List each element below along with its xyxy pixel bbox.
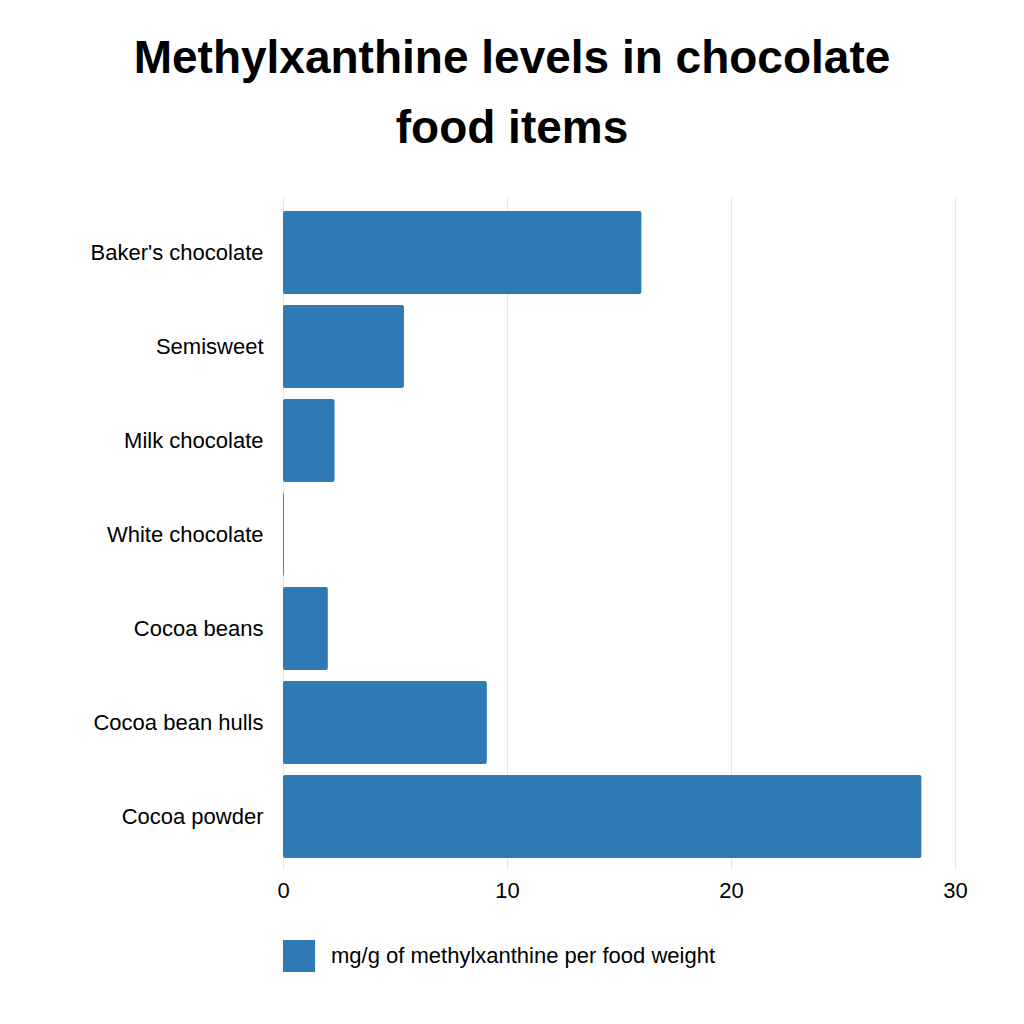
html-text:Methylxanthine levels in choco: Methylxanthine levels in chocolate food … [133,31,891,153]
svg-text:Cocoa powder: Cocoa powder [122,804,264,829]
svg-text:Cocoa beans: Cocoa beans [134,616,264,641]
svg-text:20: 20 [719,878,743,903]
svg-text:30: 30 [943,878,967,903]
html-text:mg/g of methylxanthine per foo: mg/g of methylxanthine per food weight [331,943,715,968]
svg-text:Milk chocolate: Milk chocolate [124,428,263,453]
svg-text:0: 0 [277,878,289,903]
svg-text:Cocoa bean hulls: Cocoa bean hulls [93,710,263,735]
svg-text:White chocolate: White chocolate [107,522,264,547]
svg-text:Semisweet: Semisweet [156,334,264,359]
svg-text:10: 10 [495,878,519,903]
svg-text:Baker's chocolate: Baker's chocolate [91,240,264,265]
